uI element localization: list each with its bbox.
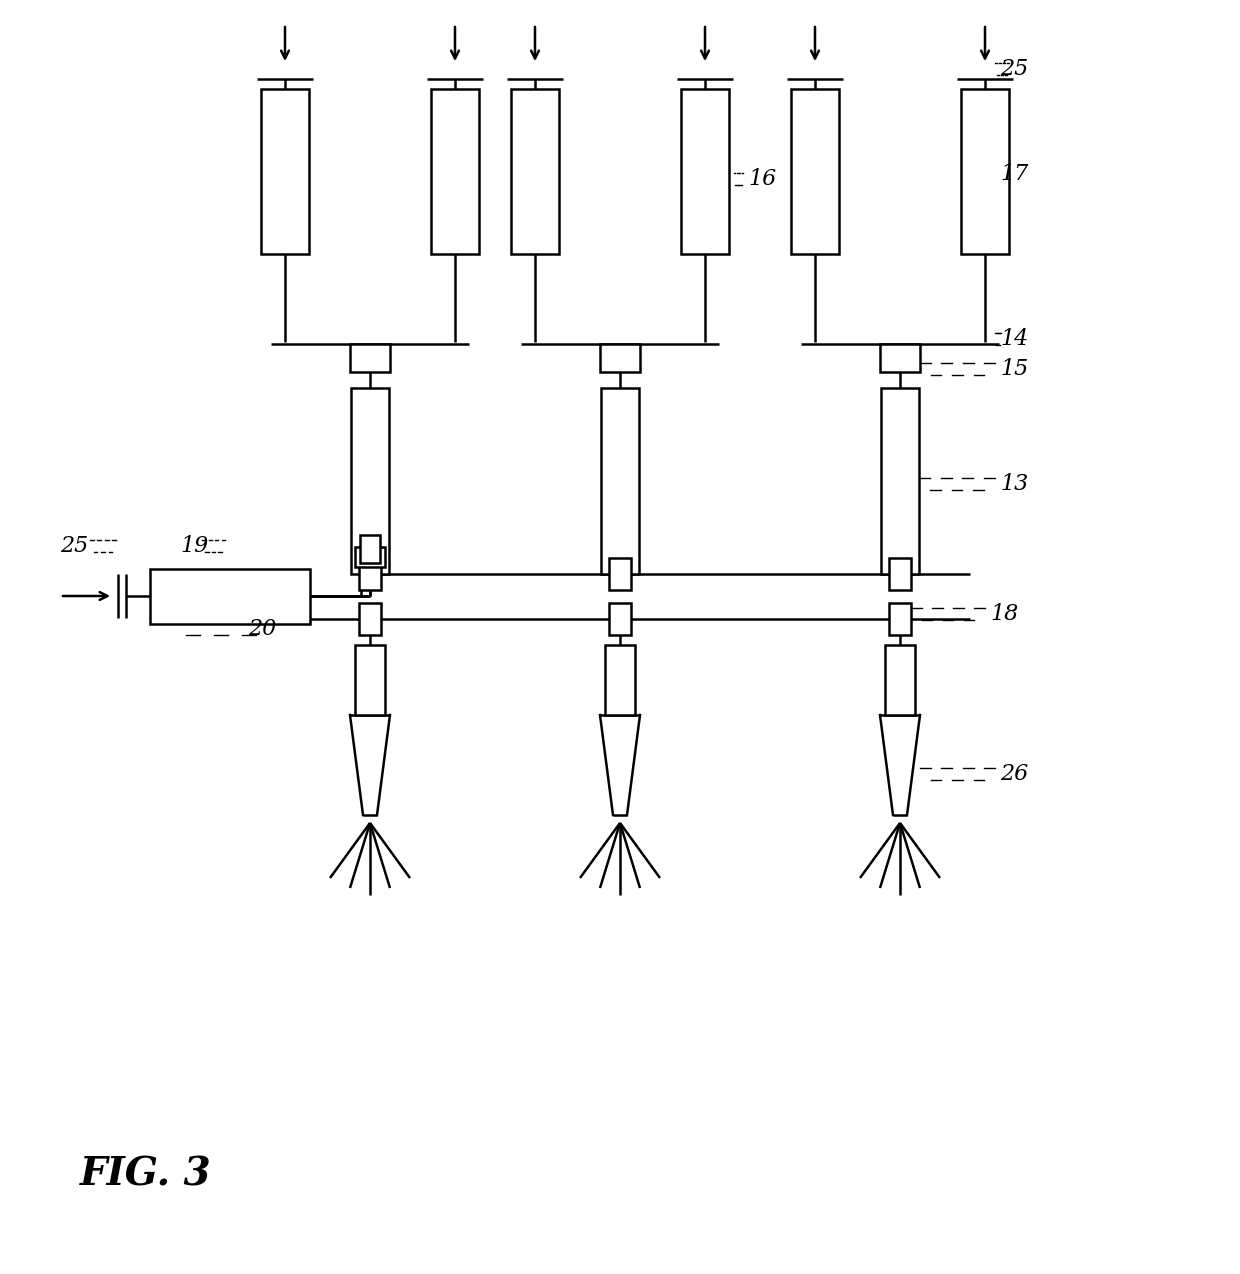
FancyBboxPatch shape [150,568,310,623]
Text: 19: 19 [180,535,208,557]
FancyBboxPatch shape [601,389,639,575]
Text: 20: 20 [248,618,277,640]
FancyBboxPatch shape [791,89,839,254]
Text: FIG. 3: FIG. 3 [81,1156,212,1194]
FancyBboxPatch shape [961,89,1009,254]
FancyBboxPatch shape [889,558,911,590]
FancyBboxPatch shape [600,344,640,372]
FancyBboxPatch shape [360,558,381,590]
FancyBboxPatch shape [511,89,559,254]
FancyBboxPatch shape [885,645,915,715]
Text: 25: 25 [60,535,88,557]
FancyBboxPatch shape [350,344,391,372]
FancyBboxPatch shape [889,603,911,634]
Text: 18: 18 [990,603,1018,626]
Text: 16: 16 [748,168,776,190]
Text: 13: 13 [999,473,1028,496]
FancyBboxPatch shape [260,89,309,254]
FancyBboxPatch shape [355,645,384,715]
Text: 26: 26 [999,763,1028,785]
FancyBboxPatch shape [360,603,381,634]
FancyBboxPatch shape [360,535,379,563]
FancyBboxPatch shape [681,89,729,254]
FancyBboxPatch shape [605,645,635,715]
Text: 15: 15 [999,358,1028,380]
FancyBboxPatch shape [432,89,479,254]
Text: 25: 25 [999,59,1028,80]
Text: 14: 14 [999,327,1028,350]
FancyBboxPatch shape [609,603,631,634]
FancyBboxPatch shape [355,547,384,567]
FancyBboxPatch shape [880,344,920,372]
FancyBboxPatch shape [351,389,389,575]
FancyBboxPatch shape [609,558,631,590]
FancyBboxPatch shape [880,389,919,575]
Text: 17: 17 [999,163,1028,185]
